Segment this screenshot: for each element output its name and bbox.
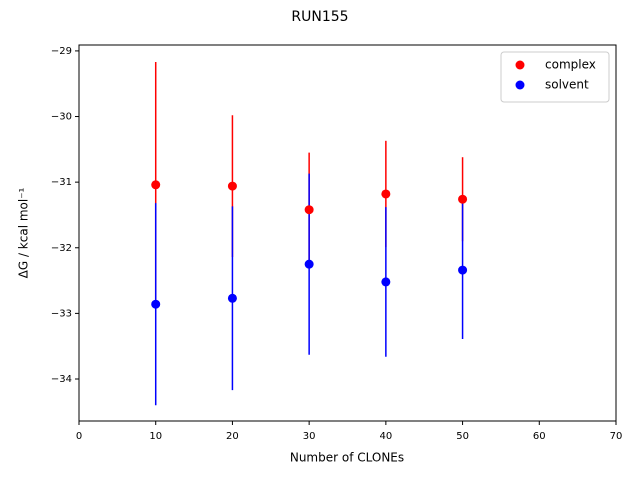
point: [458, 194, 468, 204]
legend-label: solvent: [545, 78, 589, 92]
point: [381, 277, 391, 287]
x-tick-label: 50: [456, 431, 469, 442]
point: [304, 259, 314, 269]
x-tick-label: 60: [533, 431, 546, 442]
x-tick-label: 40: [379, 431, 392, 442]
x-tick-label: 10: [149, 431, 162, 442]
chart-title: RUN155: [291, 9, 348, 25]
y-tick-label: −29: [51, 46, 72, 57]
point: [227, 181, 237, 191]
point: [381, 189, 391, 199]
point: [151, 299, 161, 309]
x-tick-label: 30: [303, 431, 316, 442]
y-tick-label: −30: [51, 112, 72, 123]
point: [151, 180, 161, 190]
x-tick-label: 70: [610, 431, 623, 442]
point: [227, 293, 237, 303]
plot-frame: [78, 44, 617, 422]
legend-label: complex: [545, 58, 596, 72]
x-axis-label: Number of CLONEs: [290, 451, 404, 465]
x-tick-label: 20: [226, 431, 239, 442]
point: [458, 265, 468, 275]
y-axis-label: ΔG / kcal mol⁻¹: [17, 187, 31, 278]
legend-marker: [515, 60, 525, 70]
y-tick-label: −34: [51, 374, 72, 385]
y-tick-label: −33: [51, 308, 72, 319]
legend-box: [500, 51, 610, 103]
legend-marker: [515, 80, 525, 90]
x-tick-label: 0: [76, 431, 82, 442]
y-tick-label: −32: [51, 243, 72, 254]
y-tick-label: −31: [51, 177, 72, 188]
point: [304, 205, 314, 215]
